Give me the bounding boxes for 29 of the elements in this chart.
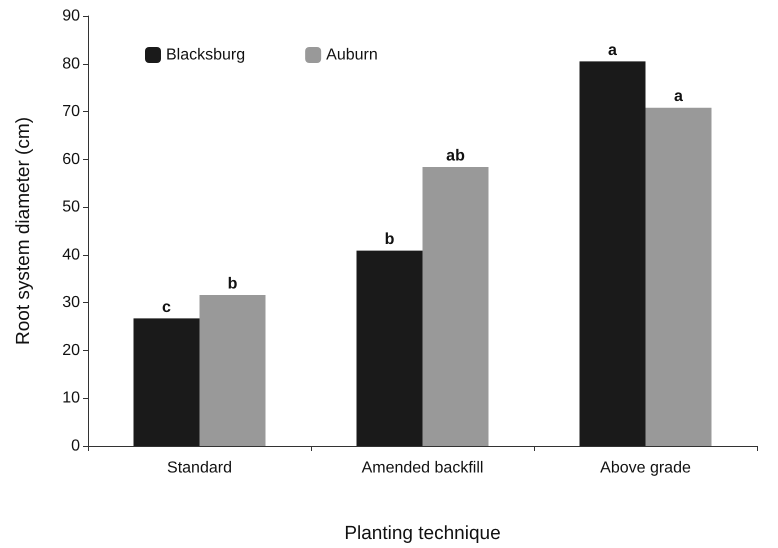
y-axis-title: Root system diameter (cm): [13, 116, 34, 346]
y-tick-label: 20: [62, 342, 80, 359]
y-tick-label: 30: [62, 294, 80, 312]
y-tick-label: 80: [62, 55, 80, 72]
y-tick-label: 70: [62, 103, 80, 120]
legend-label: Blacksburg: [166, 46, 246, 64]
y-tick-label: 10: [62, 390, 80, 407]
bar: [134, 318, 200, 446]
x-tick-label: Standard: [167, 460, 232, 476]
x-tick-label: Above grade: [600, 460, 691, 476]
data-label: b: [384, 231, 395, 248]
bar: [200, 295, 266, 446]
data-label: a: [674, 88, 684, 106]
data-label: ab: [446, 147, 466, 164]
x-tick-label: Amended backfill: [362, 460, 484, 476]
y-tick-label: 40: [62, 246, 80, 264]
data-label: a: [608, 42, 618, 59]
bar: [422, 166, 488, 446]
y-tick-label: 90: [62, 8, 80, 24]
bar: [580, 61, 646, 446]
bar: [646, 108, 712, 446]
y-tick-label: 50: [62, 198, 80, 216]
data-label: c: [162, 298, 172, 316]
bar: [356, 250, 422, 446]
y-tick-label: 60: [62, 150, 80, 168]
legend-label: Auburn: [326, 46, 378, 64]
x-axis-title: Planting technique: [344, 523, 501, 544]
data-label: b: [228, 276, 238, 293]
y-tick-label: 0: [71, 438, 80, 454]
